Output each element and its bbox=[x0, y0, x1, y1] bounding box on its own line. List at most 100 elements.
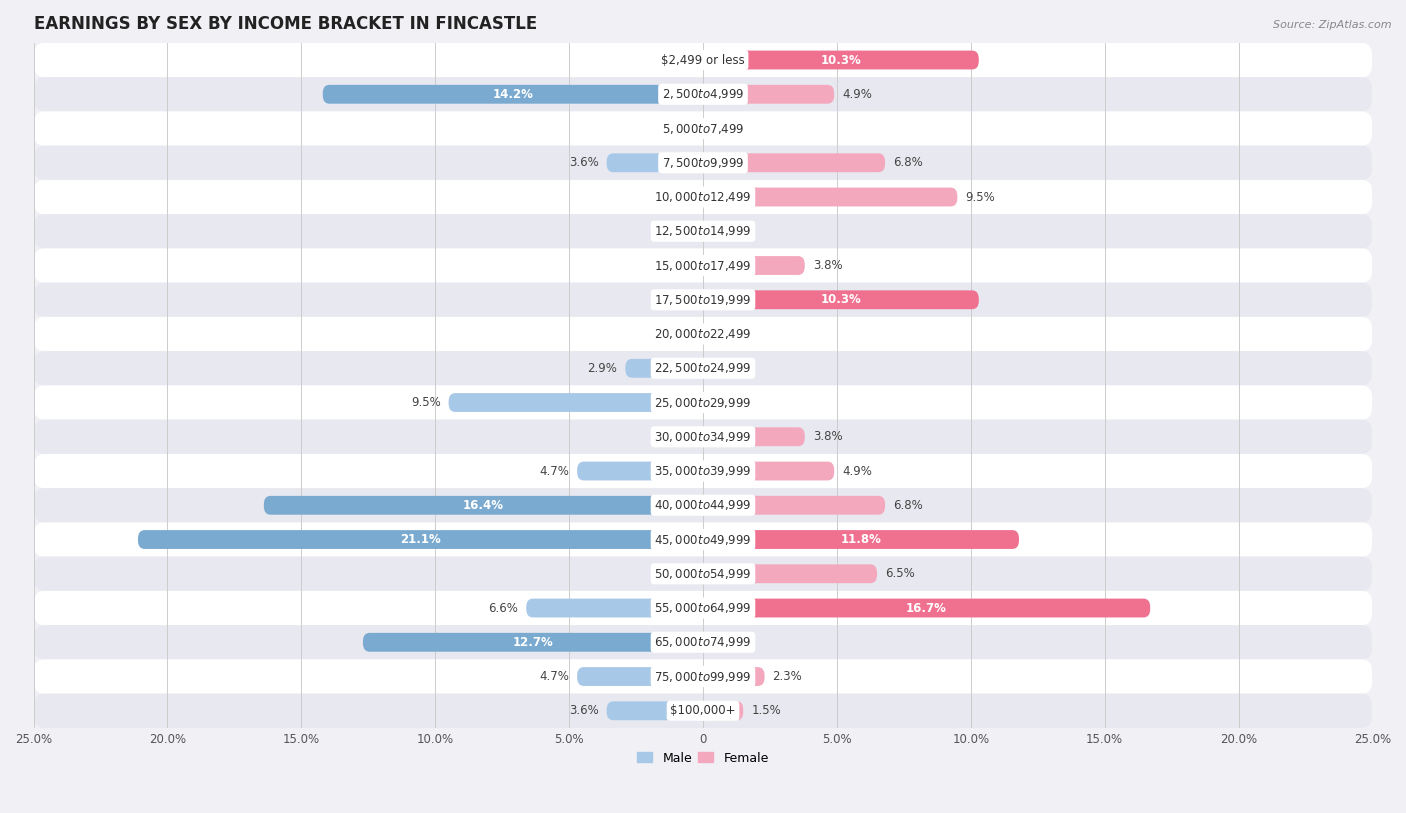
FancyBboxPatch shape bbox=[576, 667, 703, 686]
FancyBboxPatch shape bbox=[34, 454, 1372, 488]
FancyBboxPatch shape bbox=[576, 462, 703, 480]
Text: 0.0%: 0.0% bbox=[665, 190, 695, 203]
Text: 4.7%: 4.7% bbox=[540, 670, 569, 683]
FancyBboxPatch shape bbox=[34, 420, 1372, 454]
Text: 16.4%: 16.4% bbox=[463, 499, 503, 511]
Text: $2,500 to $4,999: $2,500 to $4,999 bbox=[662, 87, 744, 102]
Text: $10,000 to $12,499: $10,000 to $12,499 bbox=[654, 190, 752, 204]
Text: $30,000 to $34,999: $30,000 to $34,999 bbox=[654, 430, 752, 444]
Text: 10.3%: 10.3% bbox=[821, 293, 862, 307]
FancyBboxPatch shape bbox=[34, 557, 1372, 591]
Text: $55,000 to $64,999: $55,000 to $64,999 bbox=[654, 601, 752, 615]
Text: $12,500 to $14,999: $12,500 to $14,999 bbox=[654, 224, 752, 238]
FancyBboxPatch shape bbox=[703, 598, 1150, 617]
Text: 0.0%: 0.0% bbox=[665, 224, 695, 237]
Text: 0.0%: 0.0% bbox=[711, 362, 741, 375]
FancyBboxPatch shape bbox=[34, 659, 1372, 693]
FancyBboxPatch shape bbox=[138, 530, 703, 549]
FancyBboxPatch shape bbox=[34, 214, 1372, 249]
Text: 10.3%: 10.3% bbox=[821, 54, 862, 67]
Text: 9.5%: 9.5% bbox=[411, 396, 440, 409]
Text: $20,000 to $22,499: $20,000 to $22,499 bbox=[654, 327, 752, 341]
Text: $65,000 to $74,999: $65,000 to $74,999 bbox=[654, 635, 752, 650]
FancyBboxPatch shape bbox=[606, 702, 703, 720]
Text: 0.0%: 0.0% bbox=[711, 636, 741, 649]
FancyBboxPatch shape bbox=[34, 317, 1372, 351]
FancyBboxPatch shape bbox=[34, 591, 1372, 625]
FancyBboxPatch shape bbox=[34, 523, 1372, 557]
Text: 12.7%: 12.7% bbox=[513, 636, 554, 649]
Text: 9.5%: 9.5% bbox=[966, 190, 995, 203]
Text: 14.2%: 14.2% bbox=[492, 88, 533, 101]
FancyBboxPatch shape bbox=[703, 188, 957, 207]
Text: 6.8%: 6.8% bbox=[893, 156, 922, 169]
Text: 0.0%: 0.0% bbox=[711, 224, 741, 237]
Text: 3.6%: 3.6% bbox=[569, 704, 599, 717]
FancyBboxPatch shape bbox=[34, 146, 1372, 180]
FancyBboxPatch shape bbox=[34, 693, 1372, 728]
FancyBboxPatch shape bbox=[703, 85, 834, 104]
FancyBboxPatch shape bbox=[34, 351, 1372, 385]
Text: Source: ZipAtlas.com: Source: ZipAtlas.com bbox=[1274, 20, 1392, 30]
Text: 21.1%: 21.1% bbox=[401, 533, 441, 546]
FancyBboxPatch shape bbox=[703, 154, 886, 172]
Text: 0.0%: 0.0% bbox=[711, 396, 741, 409]
Text: 1.5%: 1.5% bbox=[751, 704, 780, 717]
Text: 0.0%: 0.0% bbox=[665, 122, 695, 135]
FancyBboxPatch shape bbox=[34, 625, 1372, 659]
FancyBboxPatch shape bbox=[34, 111, 1372, 146]
Text: 0.0%: 0.0% bbox=[665, 54, 695, 67]
Text: 0.0%: 0.0% bbox=[665, 328, 695, 341]
Text: 3.6%: 3.6% bbox=[569, 156, 599, 169]
FancyBboxPatch shape bbox=[449, 393, 703, 412]
Text: 16.7%: 16.7% bbox=[905, 602, 948, 615]
FancyBboxPatch shape bbox=[626, 359, 703, 378]
Text: 3.8%: 3.8% bbox=[813, 430, 842, 443]
Text: 6.6%: 6.6% bbox=[488, 602, 519, 615]
Text: 0.0%: 0.0% bbox=[665, 567, 695, 580]
FancyBboxPatch shape bbox=[526, 598, 703, 617]
Text: $7,500 to $9,999: $7,500 to $9,999 bbox=[662, 156, 744, 170]
FancyBboxPatch shape bbox=[606, 154, 703, 172]
Text: 0.0%: 0.0% bbox=[665, 430, 695, 443]
FancyBboxPatch shape bbox=[34, 385, 1372, 420]
Text: $25,000 to $29,999: $25,000 to $29,999 bbox=[654, 396, 752, 410]
Text: EARNINGS BY SEX BY INCOME BRACKET IN FINCASTLE: EARNINGS BY SEX BY INCOME BRACKET IN FIN… bbox=[34, 15, 537, 33]
Text: 0.0%: 0.0% bbox=[665, 293, 695, 307]
FancyBboxPatch shape bbox=[703, 50, 979, 69]
Text: 2.9%: 2.9% bbox=[588, 362, 617, 375]
Text: 2.3%: 2.3% bbox=[773, 670, 803, 683]
FancyBboxPatch shape bbox=[703, 530, 1019, 549]
FancyBboxPatch shape bbox=[34, 488, 1372, 523]
Text: 4.9%: 4.9% bbox=[842, 88, 872, 101]
Text: $2,499 or less: $2,499 or less bbox=[661, 54, 745, 67]
Text: 6.5%: 6.5% bbox=[886, 567, 915, 580]
Text: $45,000 to $49,999: $45,000 to $49,999 bbox=[654, 533, 752, 546]
FancyBboxPatch shape bbox=[703, 702, 744, 720]
FancyBboxPatch shape bbox=[703, 290, 979, 309]
FancyBboxPatch shape bbox=[323, 85, 703, 104]
FancyBboxPatch shape bbox=[703, 428, 804, 446]
Legend: Male, Female: Male, Female bbox=[633, 746, 773, 770]
FancyBboxPatch shape bbox=[34, 43, 1372, 77]
Text: $35,000 to $39,999: $35,000 to $39,999 bbox=[654, 464, 752, 478]
Text: 0.0%: 0.0% bbox=[665, 259, 695, 272]
Text: $50,000 to $54,999: $50,000 to $54,999 bbox=[654, 567, 752, 580]
Text: $22,500 to $24,999: $22,500 to $24,999 bbox=[654, 361, 752, 376]
FancyBboxPatch shape bbox=[264, 496, 703, 515]
Text: 6.8%: 6.8% bbox=[893, 499, 922, 511]
Text: 11.8%: 11.8% bbox=[841, 533, 882, 546]
FancyBboxPatch shape bbox=[703, 496, 886, 515]
Text: $75,000 to $99,999: $75,000 to $99,999 bbox=[654, 670, 752, 684]
Text: 4.9%: 4.9% bbox=[842, 464, 872, 477]
FancyBboxPatch shape bbox=[34, 283, 1372, 317]
FancyBboxPatch shape bbox=[703, 667, 765, 686]
Text: 0.0%: 0.0% bbox=[711, 328, 741, 341]
FancyBboxPatch shape bbox=[703, 564, 877, 583]
Text: $15,000 to $17,499: $15,000 to $17,499 bbox=[654, 259, 752, 272]
Text: 0.0%: 0.0% bbox=[711, 122, 741, 135]
Text: $5,000 to $7,499: $5,000 to $7,499 bbox=[662, 121, 744, 136]
Text: 3.8%: 3.8% bbox=[813, 259, 842, 272]
Text: 4.7%: 4.7% bbox=[540, 464, 569, 477]
FancyBboxPatch shape bbox=[703, 462, 834, 480]
